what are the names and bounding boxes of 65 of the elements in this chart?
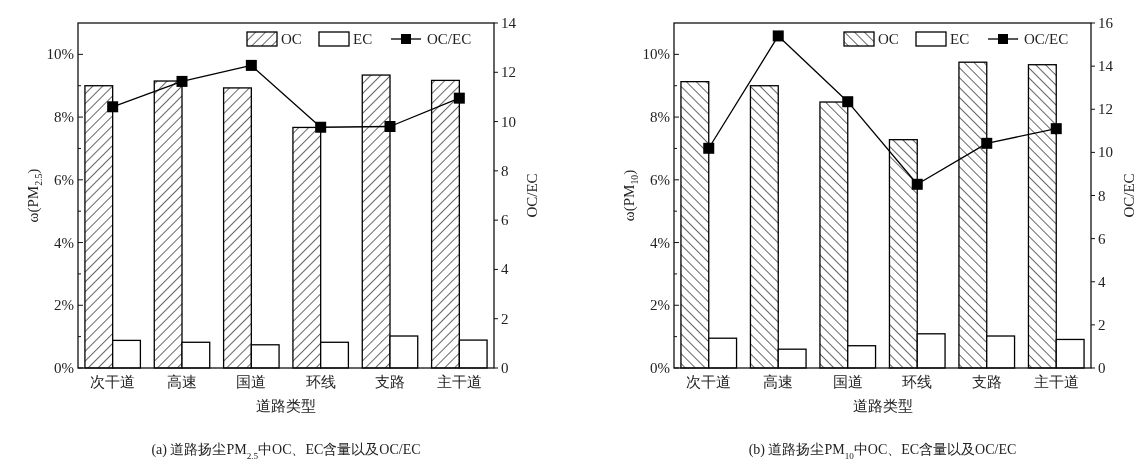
x-tick-label: 次干道 (686, 374, 732, 390)
legend-label: EC (353, 31, 373, 47)
x-axis-title: 道路类型 (256, 398, 316, 414)
x-tick-label: 主干道 (436, 374, 482, 390)
legend-label: OC (878, 31, 899, 47)
point (981, 137, 993, 149)
x-tick-label: 国道 (236, 374, 267, 390)
y-tick-label: 6% (54, 171, 74, 188)
y2-tick-label: 16 (1098, 15, 1114, 31)
point (107, 101, 119, 113)
legend-label: OC/EC (1024, 31, 1069, 47)
x-tick-label: 高速 (167, 374, 197, 390)
point (245, 59, 257, 71)
point (772, 30, 784, 42)
y-tick-label: 4% (54, 234, 74, 251)
x-tick-label: 高速 (763, 374, 794, 390)
x-tick-label: 环线 (305, 374, 336, 390)
y2-tick-label: 6 (501, 212, 509, 229)
y-tick-label: 0% (650, 360, 670, 376)
y-tick-label: 2% (650, 297, 670, 314)
y2-tick-label: 0 (1098, 360, 1106, 376)
y-tick-label: 0% (54, 360, 74, 376)
point (911, 178, 923, 190)
y-tick-label: 8% (54, 109, 74, 126)
y2-tick-label: 12 (501, 64, 516, 81)
x-tick-label: 国道 (832, 374, 863, 390)
y-tick-label: 6% (650, 171, 670, 188)
y-tick-label: 2% (54, 297, 74, 314)
point (842, 96, 854, 108)
y2-tick-label: 2 (501, 310, 509, 327)
point (1050, 123, 1062, 135)
y2-tick-label: 14 (1098, 58, 1114, 75)
x-tick-label: 次干道 (90, 374, 136, 390)
y-tick-label: 8% (650, 109, 670, 126)
y2-tick-label: 10 (1098, 144, 1113, 161)
y2-tick-label: 6 (1098, 230, 1106, 247)
point (703, 142, 715, 154)
x-tick-label: 环线 (902, 374, 933, 390)
x-tick-label: 主干道 (1033, 374, 1079, 390)
y2-tick-label: 10 (501, 113, 516, 130)
y2-tick-label: 0 (501, 360, 509, 376)
legend-label: OC (281, 31, 302, 47)
y2-tick-label: 2 (1098, 316, 1106, 333)
y2-tick-label: 12 (1098, 101, 1113, 118)
y2-tick-label: 8 (1098, 187, 1106, 204)
point (384, 121, 396, 132)
text: (a) 道路扬尘PM$_{2.5}$中OC、EC含量以及OC/EC (151, 442, 421, 461)
y2-tick-label: 4 (1098, 273, 1106, 290)
point (453, 92, 465, 104)
y-tick-label: 10% (46, 46, 74, 63)
y2-tick-label: 4 (501, 261, 509, 278)
y-tick-label: 10% (642, 46, 670, 63)
x-tick-label: 支路 (375, 374, 405, 390)
y2-axis-title: OC/EC (1121, 173, 1137, 218)
x-axis-title: 道路类型 (852, 398, 913, 414)
y2-axis-title: OC/EC (524, 173, 540, 218)
point (315, 121, 327, 133)
text: (b) 道路扬尘PM$_{10}$中OC、EC含量以及OC/EC (748, 442, 1017, 461)
y-tick-label: 4% (650, 234, 670, 251)
y2-tick-label: 8 (501, 162, 509, 179)
x-tick-label: 支路 (971, 374, 1002, 390)
legend-label: EC (950, 31, 970, 47)
point (176, 75, 188, 87)
legend-label: OC/EC (427, 31, 472, 47)
y2-tick-label: 14 (501, 15, 517, 31)
